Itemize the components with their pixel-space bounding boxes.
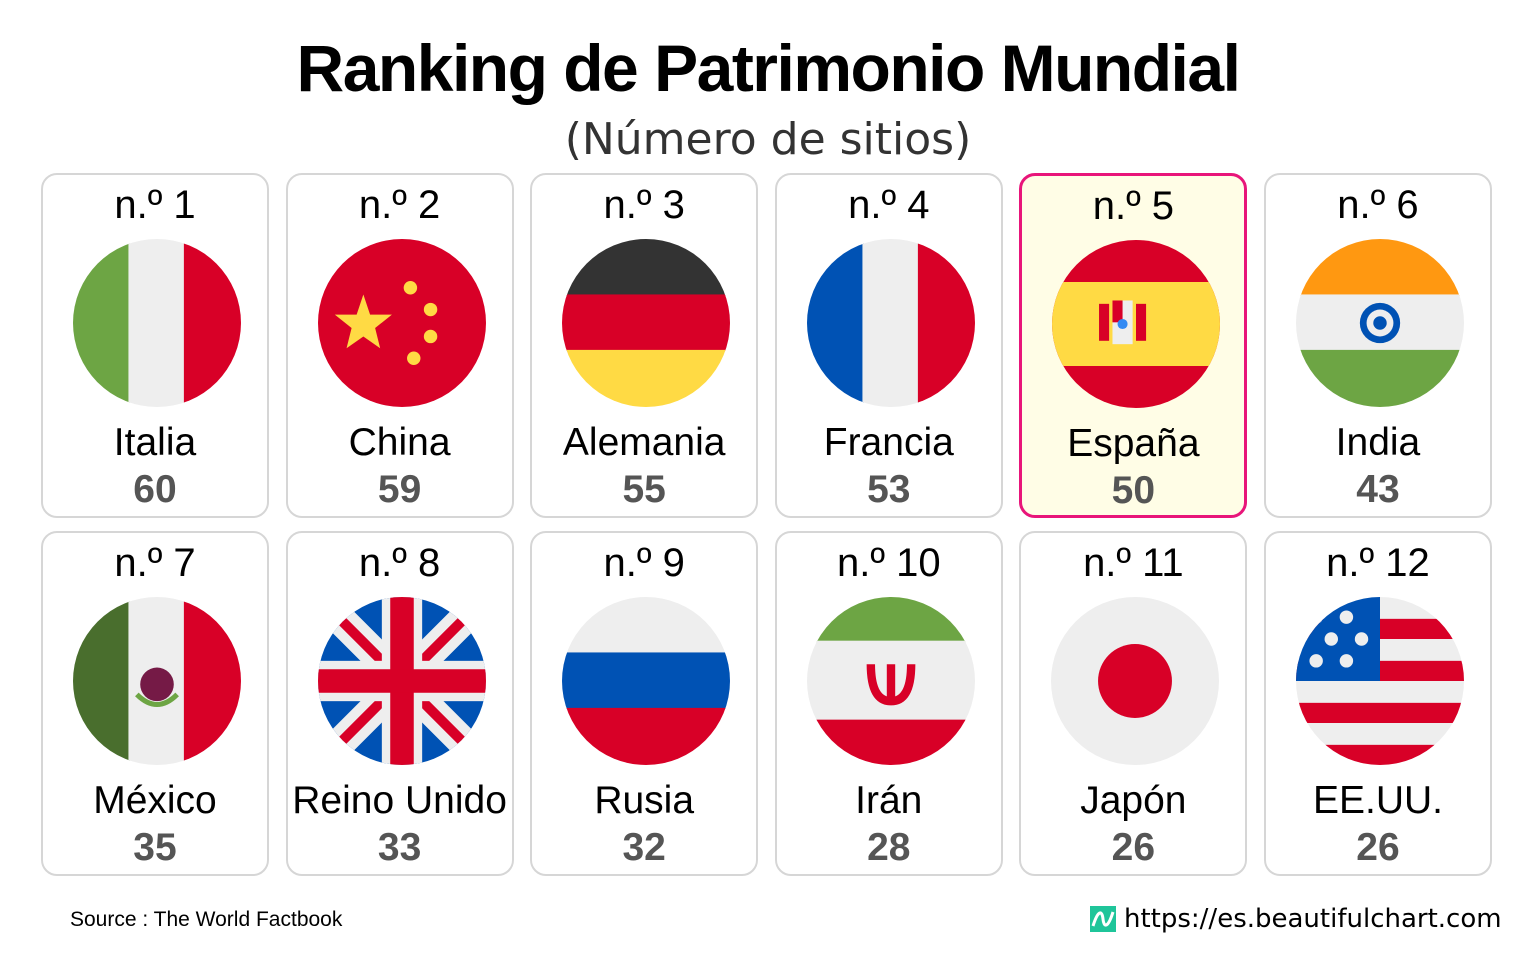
russia-flag-icon — [562, 597, 731, 765]
site-count: 28 — [867, 826, 911, 869]
country-card-russia: n.º 9 Rusia 32 — [530, 531, 759, 876]
source-note: Source : The World Factbook — [70, 908, 343, 931]
rank-label: n.º 12 — [1326, 541, 1430, 585]
site-count: 26 — [1111, 826, 1156, 869]
page-subtitle: (Número de sitios) — [564, 114, 972, 165]
china-flag-icon — [317, 239, 486, 407]
country-card-iran: n.º 10 Irán 28 — [774, 531, 1003, 876]
site-url: https://es.beautifulchart.com — [1124, 904, 1502, 934]
country-card-france: n.º 4 Francia 53 — [774, 173, 1003, 518]
site-count: 53 — [867, 468, 911, 511]
site-count: 60 — [133, 468, 177, 511]
ranking-grid: n.º 1 Italia 60 n.º 2 China 59 n.º 3 Alema… — [41, 173, 1492, 876]
country-card-china: n.º 2 China 59 — [285, 173, 514, 518]
site-count: 55 — [622, 468, 666, 511]
page-title: Ranking de Patrimonio Mundial — [296, 31, 1241, 105]
rank-label: n.º 3 — [603, 183, 685, 227]
country-card-uk: n.º 8 Reino Unido 33 — [285, 531, 514, 876]
country-card-italy: n.º 1 Italia 60 — [41, 173, 269, 518]
country-name: España — [1067, 422, 1200, 465]
country-card-germany: n.º 3 Alemania 55 — [530, 173, 759, 518]
site-count: 50 — [1111, 469, 1156, 512]
india-flag-icon — [1295, 239, 1464, 407]
iran-flag-icon — [806, 597, 975, 765]
country-name: Francia — [823, 421, 954, 464]
germany-flag-icon — [562, 239, 731, 407]
site-count: 32 — [622, 826, 666, 869]
site-link[interactable]: https://es.beautifulchart.com — [1090, 904, 1502, 934]
site-count: 35 — [133, 826, 177, 869]
country-name: México — [93, 779, 217, 822]
rank-label: n.º 11 — [1083, 541, 1184, 585]
site-count: 33 — [377, 826, 422, 869]
rank-label: n.º 4 — [848, 183, 930, 227]
rank-label: n.º 8 — [358, 541, 441, 585]
mexico-flag-icon — [73, 597, 241, 765]
country-card-india: n.º 6 India 43 — [1263, 173, 1492, 518]
japan-flag-icon — [1051, 597, 1220, 765]
country-card-spain: n.º 5 España 50 — [1019, 173, 1248, 518]
site-count: 26 — [1356, 826, 1400, 869]
country-name: Italia — [113, 421, 197, 464]
rank-label: n.º 7 — [114, 541, 196, 585]
rank-label: n.º 10 — [836, 541, 941, 585]
italy-flag-icon — [73, 239, 241, 407]
country-name: Alemania — [562, 421, 726, 464]
country-name: Rusia — [594, 779, 695, 822]
country-card-usa: n.º 12 EE.UU. 26 — [1263, 531, 1492, 876]
site-count: 43 — [1356, 468, 1400, 511]
spain-flag-icon — [1052, 240, 1221, 408]
beautifulchart-logo-icon — [1090, 906, 1116, 932]
country-name: Reino Unido — [292, 779, 507, 822]
country-name: India — [1335, 421, 1421, 464]
rank-label: n.º 1 — [114, 183, 196, 227]
rank-label: n.º 5 — [1092, 184, 1175, 228]
country-card-japan: n.º 11 Japón 26 — [1019, 531, 1248, 876]
site-count: 59 — [377, 468, 422, 511]
country-name: Irán — [855, 779, 923, 822]
rank-label: n.º 2 — [358, 183, 441, 227]
country-name: EE.UU. — [1312, 779, 1443, 822]
country-card-mexico: n.º 7 México 35 — [41, 531, 269, 876]
usa-flag-icon — [1295, 597, 1464, 765]
uk-flag-icon — [317, 597, 486, 765]
rank-label: n.º 6 — [1337, 183, 1419, 227]
france-flag-icon — [806, 239, 975, 407]
rank-label: n.º 9 — [603, 541, 685, 585]
country-name: Japón — [1080, 779, 1187, 822]
country-name: China — [348, 421, 451, 464]
